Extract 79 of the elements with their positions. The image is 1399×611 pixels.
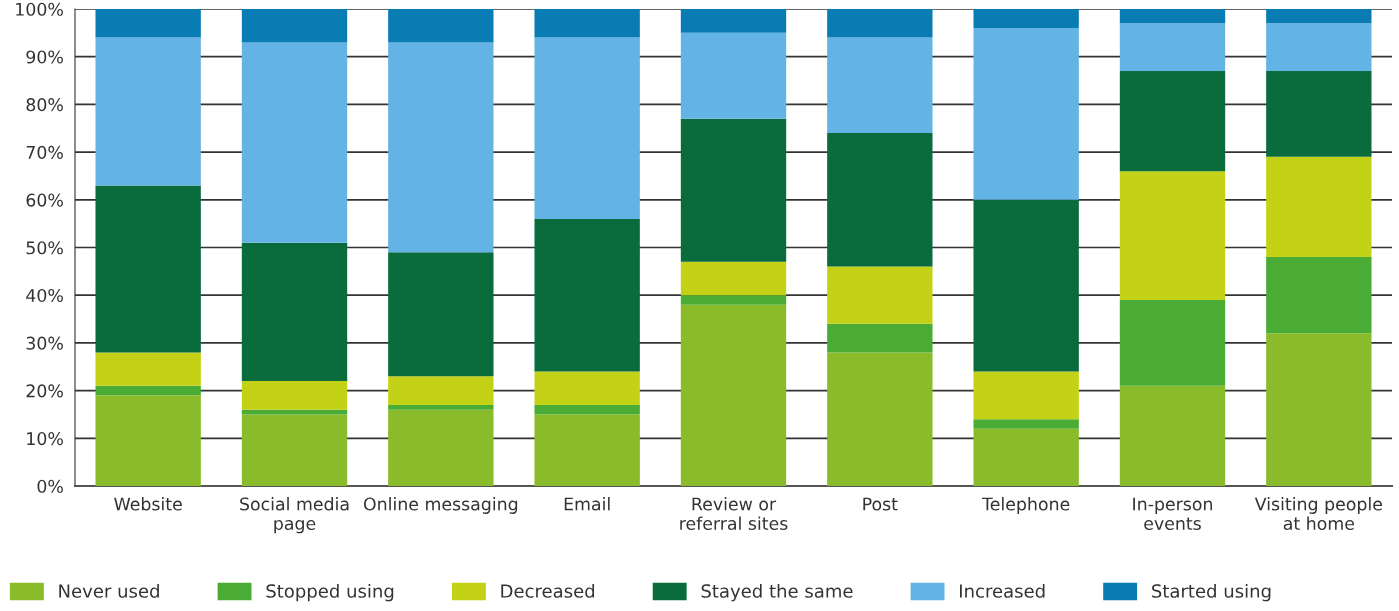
bar — [241, 9, 348, 43]
bar — [680, 295, 787, 305]
bar — [827, 9, 933, 38]
y-tick-label: 40% — [26, 288, 63, 303]
bar — [973, 199, 1079, 372]
bar — [680, 118, 787, 262]
bar — [1119, 171, 1226, 300]
bar — [973, 9, 1079, 29]
bar — [973, 428, 1079, 486]
bar — [388, 42, 494, 253]
legend-label: Stopped using — [266, 583, 394, 602]
legend-label: Stayed the same — [701, 583, 853, 602]
bar — [241, 42, 348, 243]
bar — [241, 242, 348, 382]
bar — [534, 218, 640, 372]
bar — [680, 9, 787, 33]
bar — [973, 28, 1079, 200]
x-tick-label: Online messaging — [363, 497, 518, 514]
bar — [241, 381, 348, 410]
bar — [827, 266, 933, 324]
bar — [1119, 71, 1226, 172]
bar — [95, 352, 201, 386]
y-tick-label: 20% — [26, 384, 63, 398]
y-tick-label: 30% — [26, 336, 63, 350]
legend-label: Decreased — [501, 583, 595, 598]
bar — [388, 404, 494, 410]
bar — [95, 37, 201, 186]
bar — [95, 395, 201, 486]
bar — [534, 371, 640, 405]
x-tick-label: Website — [114, 497, 182, 511]
y-tick-label: 90% — [26, 50, 63, 64]
legend-label: Increased — [960, 583, 1045, 598]
x-tick-label: Social media page — [240, 497, 349, 534]
bar — [1266, 71, 1372, 157]
bar — [95, 9, 201, 38]
bar — [680, 32, 787, 119]
legend-label: Started using — [1152, 583, 1271, 602]
y-tick-label: 80% — [26, 98, 63, 112]
x-tick-label: In-person events — [1133, 497, 1212, 530]
y-tick-label: 10% — [27, 432, 63, 446]
bar — [973, 371, 1079, 420]
bar — [95, 185, 201, 353]
bar — [827, 37, 933, 134]
bar — [827, 352, 933, 486]
bar — [1266, 257, 1372, 334]
bar — [827, 323, 933, 353]
x-tick-label: Visiting people at home — [1254, 497, 1383, 530]
bar — [680, 304, 787, 486]
y-tick-label: 50% — [26, 241, 63, 255]
bar — [1119, 9, 1226, 24]
bar — [534, 9, 640, 38]
bar — [388, 409, 494, 486]
bar — [534, 404, 640, 415]
bar — [388, 376, 494, 405]
y-tick-label: 70% — [26, 145, 63, 159]
bar — [680, 261, 787, 296]
bar — [1266, 9, 1372, 24]
bar — [1266, 156, 1372, 258]
bar — [827, 133, 933, 267]
x-tick-label: Review or referral sites — [680, 497, 788, 530]
bar — [1266, 333, 1372, 486]
y-tick-label: 60% — [26, 193, 63, 207]
bar — [1119, 385, 1226, 486]
bar — [241, 414, 348, 486]
bar — [1119, 23, 1226, 72]
bar — [973, 419, 1079, 429]
x-tick-label: Post — [863, 497, 898, 511]
bar — [388, 9, 494, 43]
bar — [388, 252, 494, 377]
x-tick-label: Telephone — [982, 497, 1070, 514]
bar — [1119, 299, 1226, 386]
bar — [534, 414, 640, 486]
y-tick-label: 100% — [16, 2, 63, 16]
bar — [95, 385, 201, 396]
y-tick-label: 0% — [37, 479, 63, 493]
bar — [534, 37, 640, 219]
x-tick-label: Email — [564, 497, 610, 511]
legend-label: Never used — [59, 583, 159, 598]
bar — [1266, 23, 1372, 72]
